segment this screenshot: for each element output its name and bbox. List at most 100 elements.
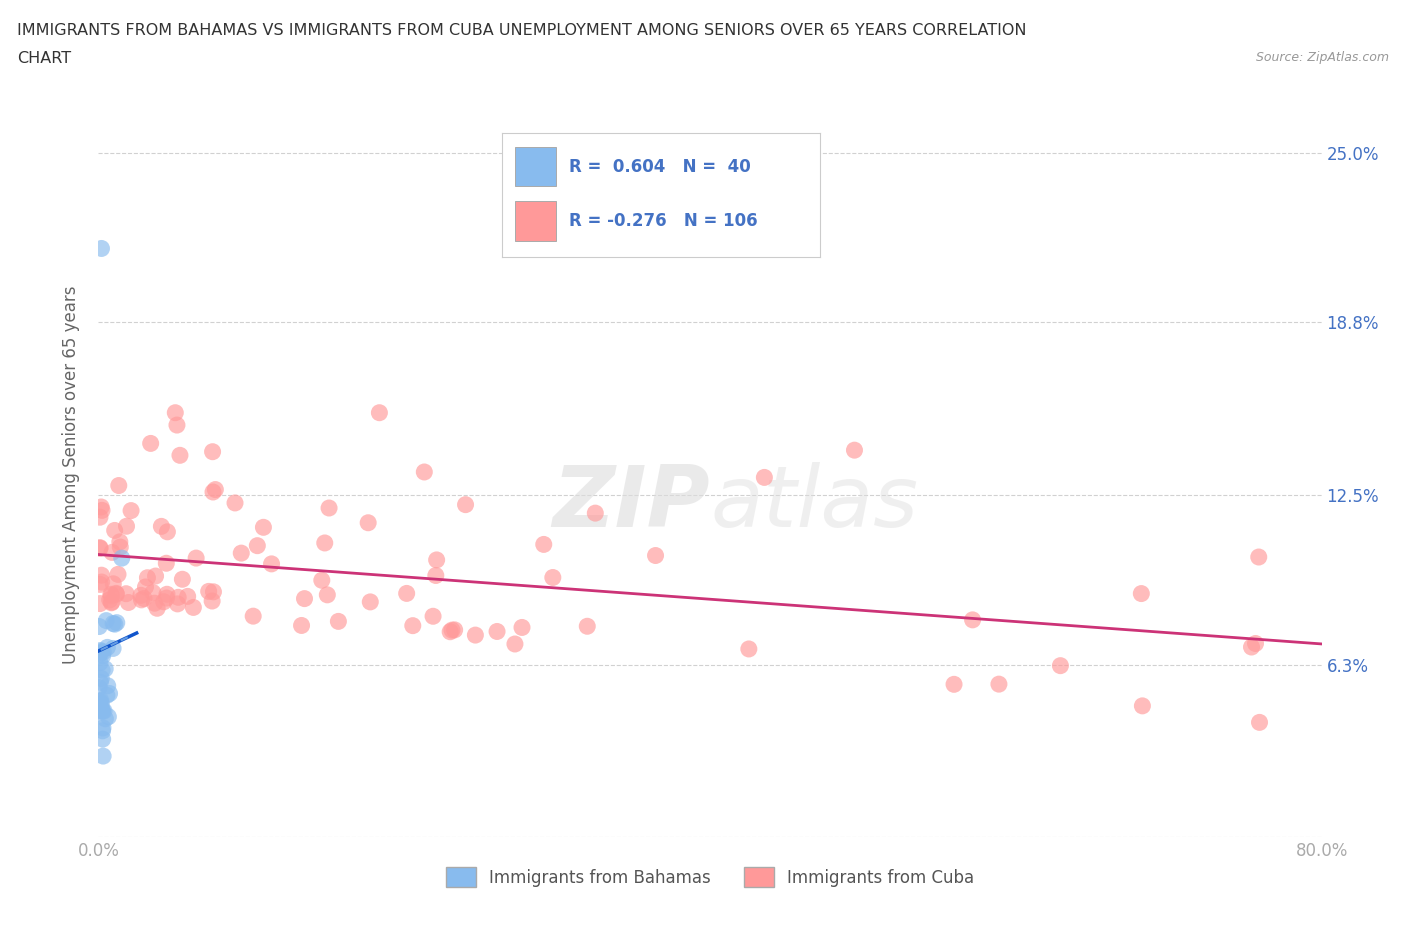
Point	[204, 482, 226, 497]
Point	[91, 703, 114, 718]
Point	[115, 519, 138, 534]
Point	[98, 592, 121, 607]
Point	[155, 591, 177, 605]
Point	[89, 540, 111, 555]
Y-axis label: Unemployment Among Seniors over 65 years: Unemployment Among Seniors over 65 years	[62, 286, 80, 663]
Point	[91, 724, 114, 738]
Point	[294, 591, 316, 606]
Point	[311, 573, 333, 588]
Point	[1249, 715, 1271, 730]
Point	[754, 470, 776, 485]
Point	[91, 732, 114, 747]
Point	[89, 596, 111, 611]
Point	[290, 618, 312, 633]
Point	[90, 644, 112, 659]
Point	[152, 594, 174, 609]
Point	[1132, 698, 1154, 713]
Point	[89, 643, 111, 658]
Point	[89, 680, 111, 695]
Point	[242, 609, 264, 624]
Point	[89, 541, 111, 556]
Text: Source: ZipAtlas.com: Source: ZipAtlas.com	[1256, 51, 1389, 64]
Point	[183, 600, 205, 615]
Point	[583, 506, 606, 521]
Point	[169, 448, 191, 463]
Point	[1240, 640, 1263, 655]
Point	[89, 646, 111, 661]
Point	[318, 500, 340, 515]
Point	[143, 596, 166, 611]
Point	[987, 677, 1010, 692]
Point	[101, 594, 124, 609]
Point	[103, 577, 125, 591]
Point	[89, 619, 111, 634]
Point	[107, 478, 129, 493]
Point	[129, 588, 152, 603]
Point	[90, 671, 112, 685]
Point	[202, 584, 225, 599]
Point	[98, 686, 121, 701]
Point	[89, 698, 111, 712]
Point	[510, 620, 533, 635]
Point	[426, 552, 449, 567]
Point	[738, 642, 761, 657]
Text: ZIP: ZIP	[553, 462, 710, 545]
Point	[156, 587, 179, 602]
Point	[145, 568, 167, 583]
Point	[108, 535, 131, 550]
Point	[413, 465, 436, 480]
Point	[260, 556, 283, 571]
Point	[101, 616, 124, 631]
Point	[96, 613, 118, 628]
Point	[402, 618, 425, 633]
Point	[246, 538, 269, 553]
Point	[962, 613, 984, 628]
Legend: Immigrants from Bahamas, Immigrants from Cuba: Immigrants from Bahamas, Immigrants from…	[439, 860, 981, 894]
Point	[89, 698, 111, 712]
Point	[357, 515, 380, 530]
Point	[120, 503, 142, 518]
Point	[91, 704, 114, 719]
Point	[166, 596, 188, 611]
Point	[105, 616, 128, 631]
Point	[156, 525, 179, 539]
Point	[90, 697, 112, 711]
Point	[89, 675, 111, 690]
Point	[186, 551, 208, 565]
Point	[197, 584, 219, 599]
Point	[844, 443, 866, 458]
Point	[131, 592, 153, 607]
Point	[1244, 636, 1267, 651]
Point	[90, 241, 112, 256]
Point	[105, 587, 128, 602]
Point	[93, 703, 115, 718]
Point	[89, 694, 111, 709]
Point	[328, 614, 350, 629]
Point	[314, 536, 336, 551]
Point	[96, 688, 118, 703]
Point	[111, 551, 134, 565]
Point	[146, 601, 169, 616]
Point	[167, 590, 190, 604]
Point	[464, 628, 486, 643]
Point	[91, 663, 114, 678]
Point	[91, 749, 114, 764]
Point	[316, 588, 339, 603]
Point	[943, 677, 966, 692]
Point	[1247, 550, 1270, 565]
Text: IMMIGRANTS FROM BAHAMAS VS IMMIGRANTS FROM CUBA UNEMPLOYMENT AMONG SENIORS OVER : IMMIGRANTS FROM BAHAMAS VS IMMIGRANTS FR…	[17, 23, 1026, 38]
Point	[91, 721, 114, 736]
Text: atlas: atlas	[710, 462, 918, 545]
Point	[368, 405, 391, 420]
Point	[486, 624, 509, 639]
Point	[1049, 658, 1071, 673]
Point	[440, 623, 463, 638]
Point	[115, 586, 138, 601]
Point	[97, 710, 120, 724]
Point	[100, 589, 122, 604]
Point	[139, 436, 162, 451]
Point	[132, 591, 155, 606]
Point	[89, 510, 111, 525]
Point	[100, 595, 122, 610]
Point	[134, 579, 156, 594]
